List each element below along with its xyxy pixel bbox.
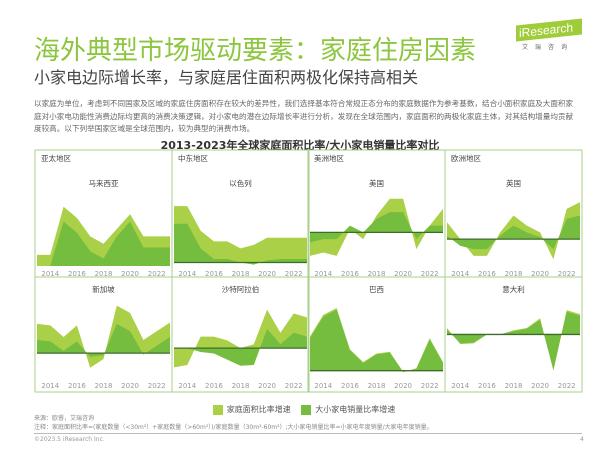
region-label: 欧洲地区 bbox=[451, 153, 481, 163]
page-number: 4 bbox=[580, 436, 584, 443]
panel-border bbox=[444, 149, 583, 278]
body-text: 以家庭为单位，考虑到不同国家及区域的家庭住房面积存在较大的差异性，我们选择基本符… bbox=[34, 99, 574, 133]
logo-cn: 艾瑞咨询 bbox=[522, 44, 575, 51]
x-tick-label: 2022 bbox=[558, 270, 576, 278]
x-tick-label: 2014 bbox=[451, 382, 469, 390]
area-series-appliance bbox=[174, 328, 307, 366]
x-tick-label: 2022 bbox=[558, 382, 576, 390]
country-label: 美国 bbox=[369, 178, 384, 188]
legend-swatch-appliance bbox=[301, 404, 312, 415]
x-tick-label: 2022 bbox=[148, 382, 166, 390]
area-series-appliance bbox=[310, 212, 443, 243]
x-tick-label: 2014 bbox=[314, 382, 332, 390]
source: 来源：欧睿，艾瑞咨询 bbox=[34, 415, 95, 422]
area-series-appliance bbox=[37, 221, 170, 266]
x-tick-label: 2022 bbox=[148, 270, 166, 278]
footer-divider bbox=[34, 433, 582, 434]
x-tick-label: 2022 bbox=[421, 270, 439, 278]
page-subtitle: 小家电边际增长率，与家庭居住面积两极化保持高相关 bbox=[34, 68, 419, 87]
x-tick-label: 2020 bbox=[394, 382, 412, 390]
country-label: 以色列 bbox=[229, 178, 252, 188]
note: 注释：家庭面积比率=(家庭数量（<30m²）+家庭数量（>60m²）)/家庭数量… bbox=[34, 424, 433, 431]
x-tick-label: 2014 bbox=[451, 270, 469, 278]
x-tick-label: 2022 bbox=[421, 382, 439, 390]
area-series-appliance bbox=[174, 223, 307, 265]
x-tick-label: 2020 bbox=[121, 382, 139, 390]
x-tick-label: 2014 bbox=[314, 270, 332, 278]
panel-border bbox=[444, 276, 583, 393]
x-tick-label: 2014 bbox=[178, 270, 196, 278]
chart-title: 2013-2023年全球家庭面积比率/大小家电销量比率对比 bbox=[160, 139, 440, 152]
page-title: 海外典型市场驱动要素：家庭住房因素 bbox=[34, 36, 477, 66]
x-tick-label: 2018 bbox=[95, 382, 113, 390]
x-tick-label: 2016 bbox=[205, 270, 223, 278]
region-label: 中东地区 bbox=[178, 153, 208, 163]
country-label: 英国 bbox=[506, 178, 521, 188]
iresearch-logo: iResearch 艾瑞咨询 bbox=[516, 18, 582, 51]
x-tick-label: 2016 bbox=[68, 270, 86, 278]
x-tick-label: 2016 bbox=[68, 382, 86, 390]
x-tick-label: 2018 bbox=[505, 270, 523, 278]
x-tick-label: 2020 bbox=[531, 270, 549, 278]
x-tick-label: 2018 bbox=[95, 270, 113, 278]
area-series-household bbox=[37, 305, 170, 368]
area-series-appliance bbox=[447, 215, 580, 250]
x-tick-label: 2020 bbox=[258, 270, 276, 278]
source-notes: 来源：欧睿，艾瑞咨询 注释：家庭面积比率=(家庭数量（<30m²）+家庭数量（>… bbox=[34, 414, 433, 432]
x-tick-label: 2022 bbox=[285, 382, 303, 390]
x-tick-label: 2018 bbox=[232, 382, 250, 390]
area-series-household bbox=[174, 206, 307, 263]
x-tick-label: 2018 bbox=[232, 270, 250, 278]
legend-label-appliance: 大小家电销量比率增速 bbox=[315, 405, 396, 414]
country-label: 新加坡 bbox=[92, 284, 115, 294]
x-tick-label: 2018 bbox=[505, 382, 523, 390]
area-series-household bbox=[174, 309, 307, 368]
area-series-appliance bbox=[310, 309, 443, 372]
panel-border bbox=[307, 149, 446, 278]
x-tick-label: 2016 bbox=[341, 382, 359, 390]
legend-label-area: 家庭面积比率增速 bbox=[226, 405, 291, 414]
x-tick-label: 2016 bbox=[341, 270, 359, 278]
x-tick-label: 2016 bbox=[478, 270, 496, 278]
x-tick-label: 2018 bbox=[368, 382, 386, 390]
x-tick-label: 2022 bbox=[285, 270, 303, 278]
x-tick-label: 2020 bbox=[531, 382, 549, 390]
x-tick-label: 2018 bbox=[368, 270, 386, 278]
country-label: 巴西 bbox=[369, 285, 384, 294]
panel-border bbox=[171, 276, 310, 393]
x-tick-label: 2020 bbox=[394, 270, 412, 278]
x-tick-label: 2014 bbox=[41, 270, 59, 278]
region-label: 美洲地区 bbox=[314, 153, 344, 163]
legend-swatch-area bbox=[212, 404, 223, 415]
x-tick-label: 2016 bbox=[478, 382, 496, 390]
area-series-appliance bbox=[447, 311, 580, 370]
x-tick-label: 2020 bbox=[258, 382, 276, 390]
x-tick-label: 2014 bbox=[41, 382, 59, 390]
x-tick-label: 2016 bbox=[205, 382, 223, 390]
area-series-appliance bbox=[37, 323, 170, 357]
region-label: 亚太地区 bbox=[41, 153, 71, 163]
country-label: 沙特阿拉伯 bbox=[222, 284, 260, 294]
x-tick-label: 2020 bbox=[121, 270, 139, 278]
legend: 家庭面积比率增速 大小家电销量比率增速 bbox=[0, 404, 600, 415]
country-label: 意大利 bbox=[502, 284, 525, 294]
country-label: 马来西亚 bbox=[89, 179, 119, 188]
x-tick-label: 2014 bbox=[178, 382, 196, 390]
copyright: ©2023.5 iResearch Inc. bbox=[34, 436, 105, 443]
